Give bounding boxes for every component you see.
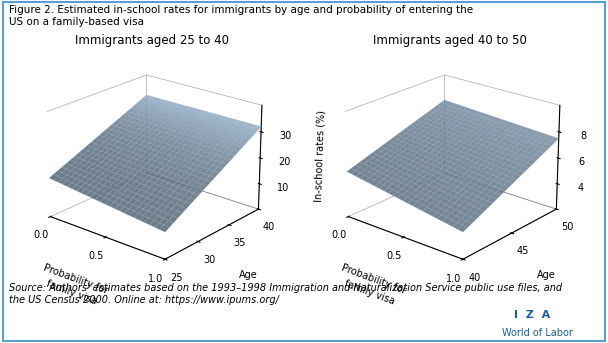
Text: Source: Authors' estimates based on the 1993–1998 Immigration and Naturalization: Source: Authors' estimates based on the … [9, 283, 562, 305]
Title: Immigrants aged 25 to 40: Immigrants aged 25 to 40 [75, 34, 229, 47]
Text: World of Labor: World of Labor [502, 328, 573, 338]
Y-axis label: Age: Age [239, 270, 258, 280]
Title: Immigrants aged 40 to 50: Immigrants aged 40 to 50 [373, 34, 527, 47]
X-axis label: Probability for
family visa: Probability for family visa [336, 263, 408, 309]
X-axis label: Probability for
family visa: Probability for family visa [38, 263, 110, 309]
Text: I  Z  A: I Z A [514, 310, 550, 320]
Text: Figure 2. Estimated in-school rates for immigrants by age and probability of ent: Figure 2. Estimated in-school rates for … [9, 5, 473, 27]
Y-axis label: Age: Age [537, 270, 556, 280]
